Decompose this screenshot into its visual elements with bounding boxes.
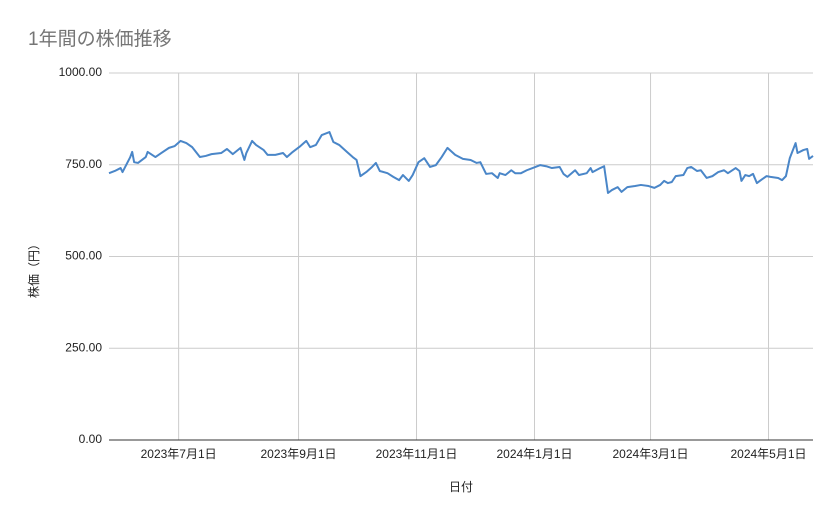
y-tick-label: 0.00 [79, 432, 103, 446]
x-tick-label: 2024年3月1日 [613, 447, 689, 461]
x-tick-label: 2024年5月1日 [730, 447, 806, 461]
y-tick-label: 750.00 [65, 157, 102, 171]
y-tick-label: 1000.00 [59, 65, 103, 79]
x-axis-label: 日付 [449, 480, 473, 494]
x-tick-label: 2023年11月1日 [376, 447, 458, 461]
chart-title: 1年間の株価推移 [28, 28, 172, 50]
x-tick-label: 2023年9月1日 [261, 447, 337, 461]
x-tick-label: 2023年7月1日 [141, 447, 217, 461]
data-line [108, 131, 814, 195]
y-tick-label: 250.00 [65, 340, 102, 354]
x-tick-label: 2024年1月1日 [496, 447, 572, 461]
y-tick-label: 500.00 [65, 249, 102, 263]
y-axis-label: 株価（円） [26, 238, 41, 298]
